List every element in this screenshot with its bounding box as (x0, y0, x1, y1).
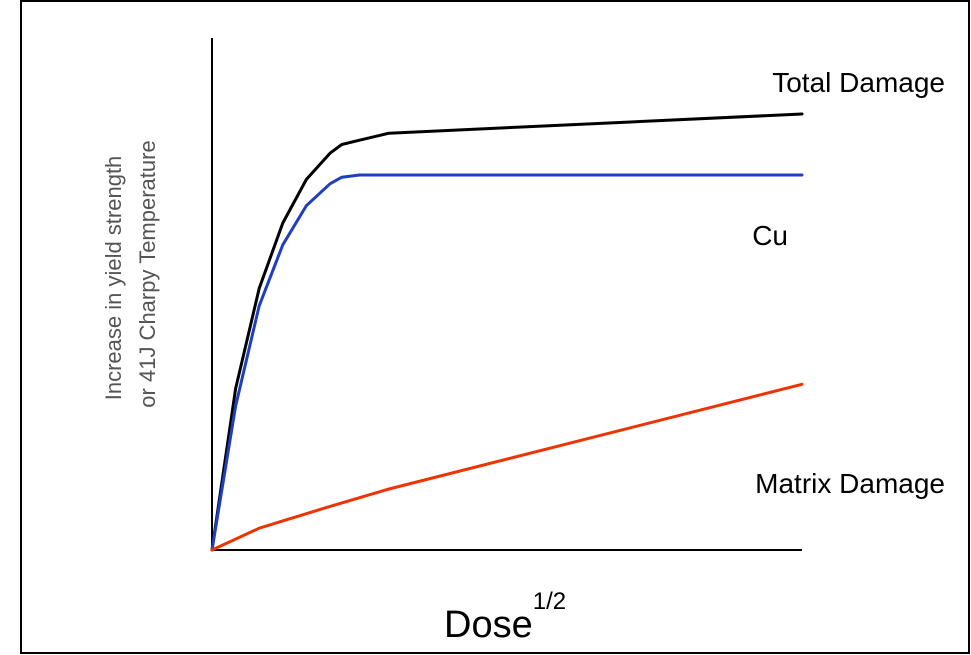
series-label-matrix-damage: Matrix Damage (755, 468, 945, 499)
y-axis-label-line-1: Increase in yield strength (101, 156, 126, 401)
series-layer (210, 112, 804, 552)
series-line-total-damage (210, 112, 804, 552)
series-line-cu (210, 173, 804, 552)
x-axis-label-superscript: 1/2 (533, 588, 566, 615)
x-axis-label: Dose1/2 (444, 588, 566, 646)
series-label-cu: Cu (752, 220, 788, 251)
axes (211, 38, 802, 551)
chart-border (20, 0, 970, 654)
series-line-matrix-damage (210, 382, 804, 552)
series-label-total-damage: Total Damage (772, 67, 945, 98)
x-axis-label-base: Dose (444, 604, 533, 646)
series-label-layer: Total Damage Cu Matrix Damage (752, 67, 945, 499)
y-axis-label-line-2: or 41J Charpy Temperature (135, 140, 160, 407)
